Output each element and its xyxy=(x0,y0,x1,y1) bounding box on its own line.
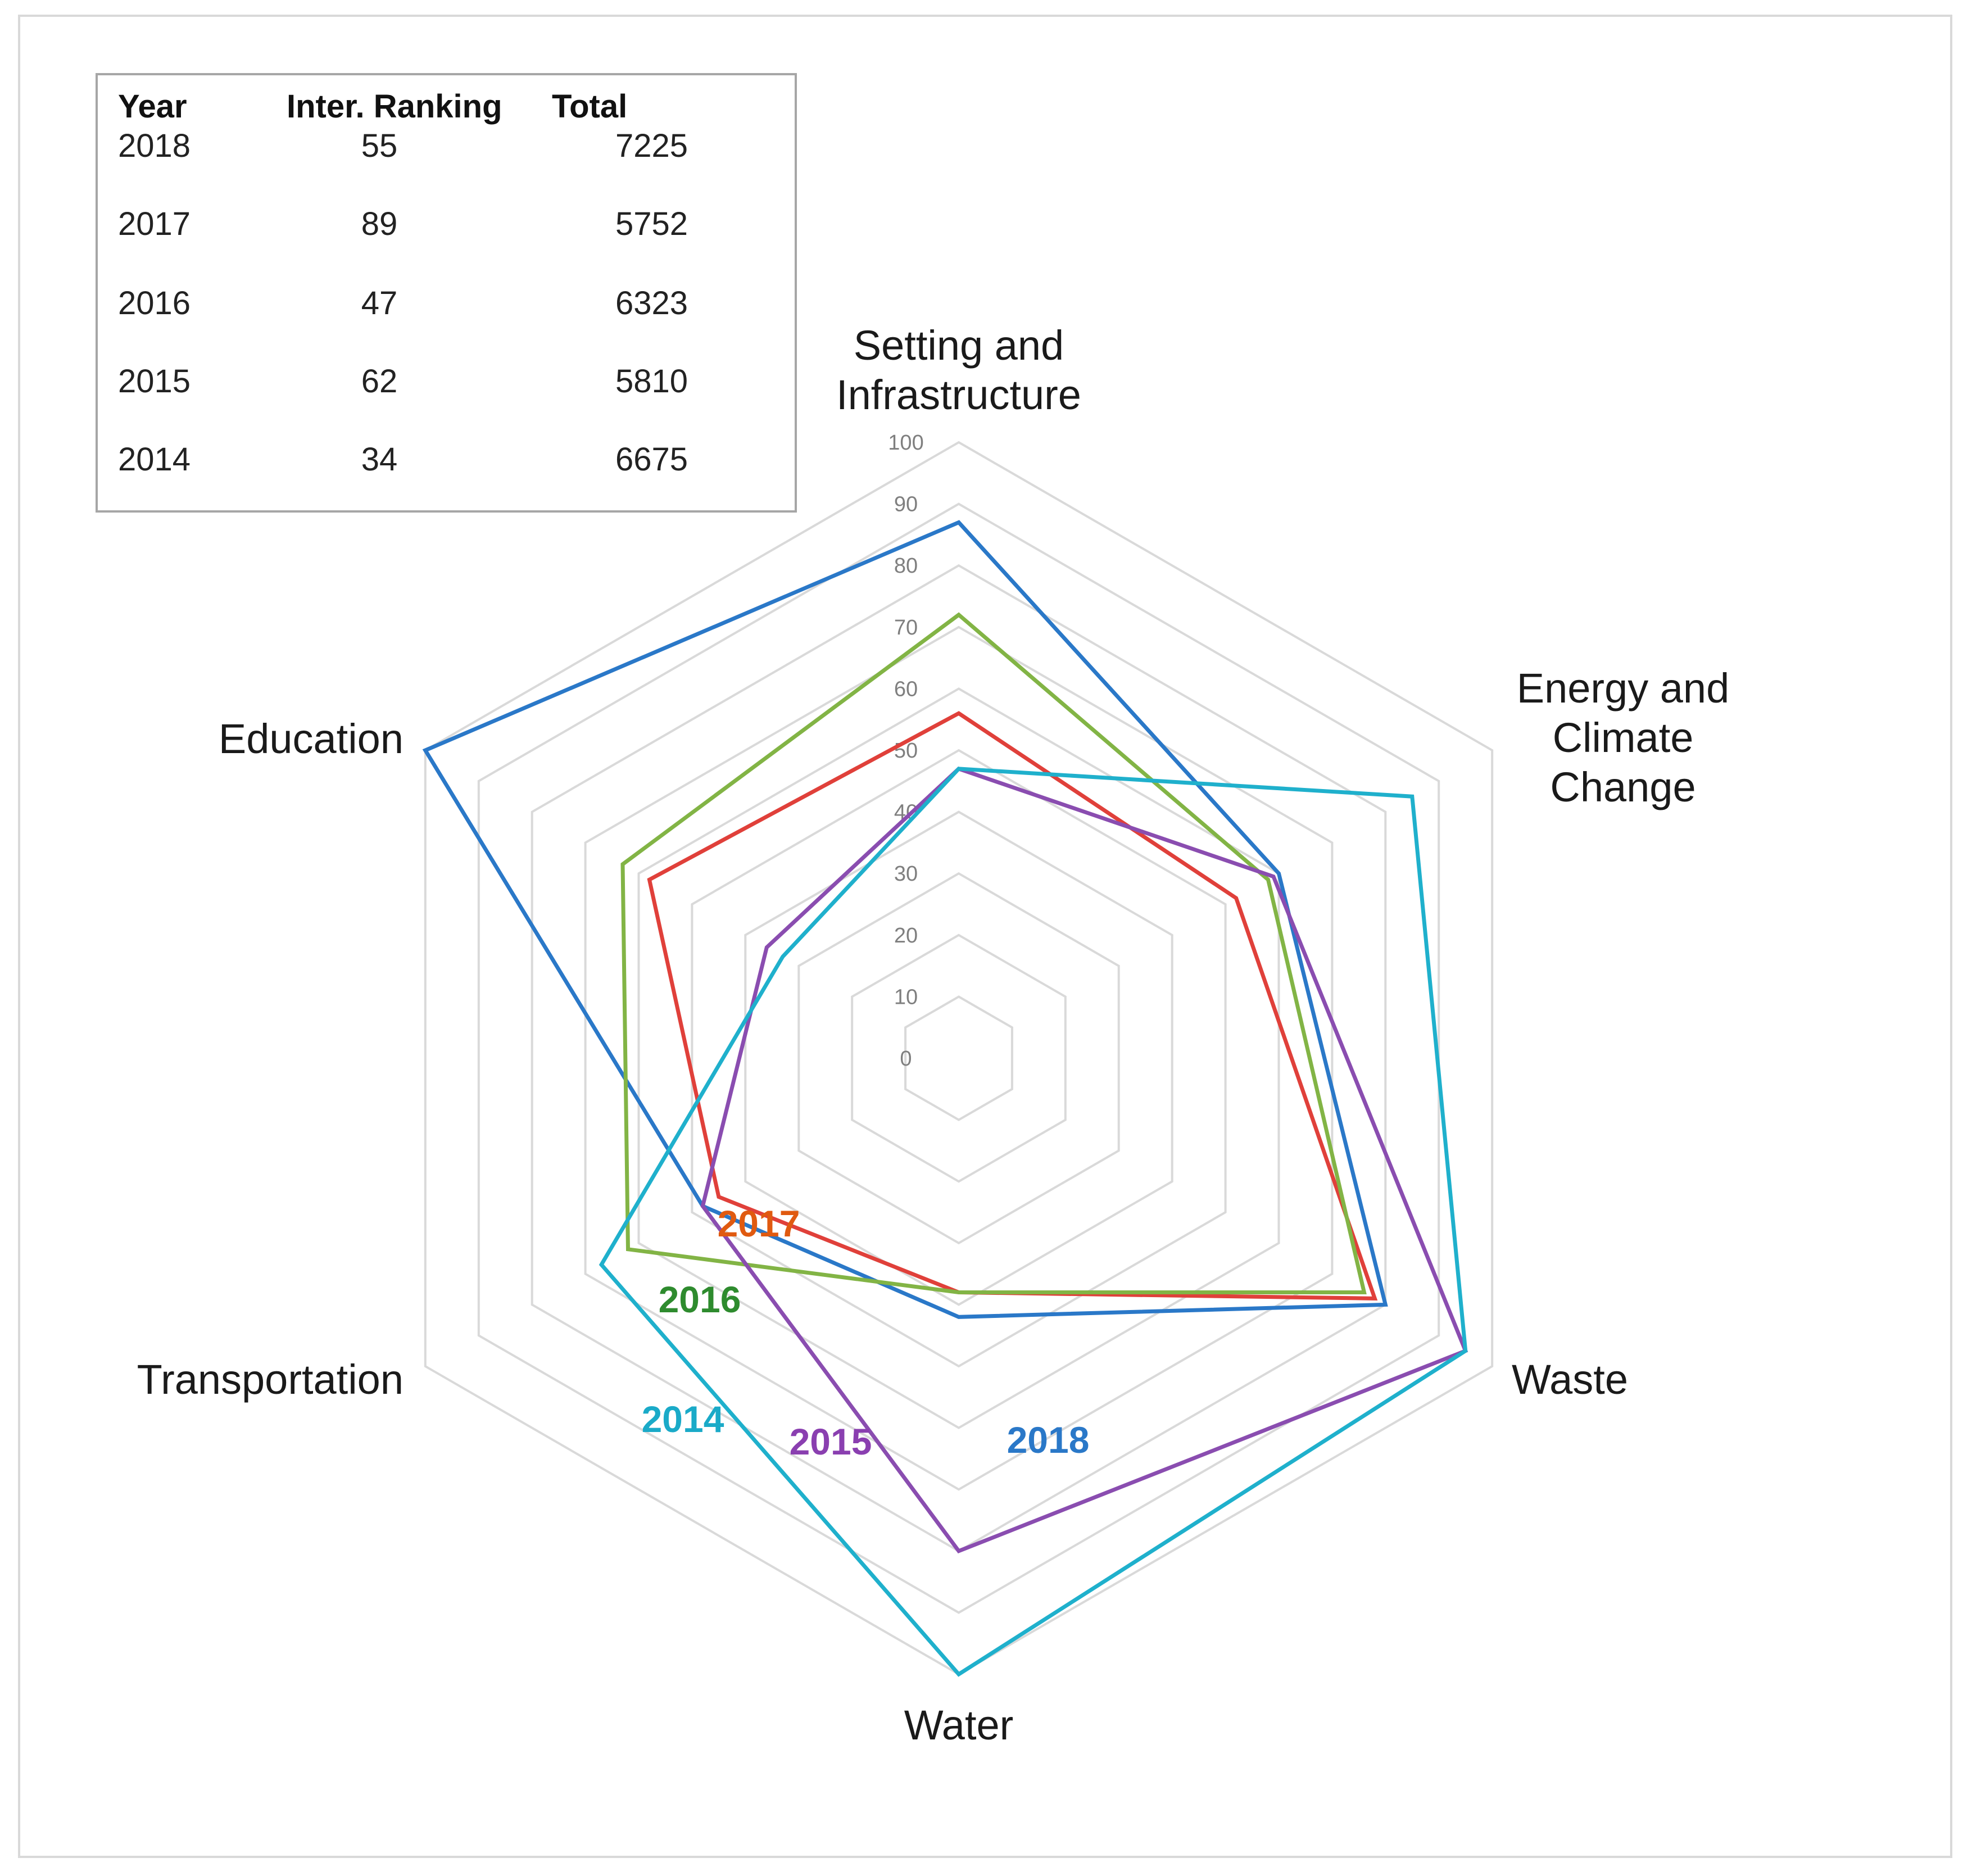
row-total: 7225 xyxy=(615,128,688,164)
figure-frame xyxy=(18,15,1952,1858)
grid-ring xyxy=(691,749,1227,1368)
row-year: 2017 xyxy=(118,206,191,242)
series-label-2018: 2018 xyxy=(1007,1419,1090,1461)
grid-ring xyxy=(851,934,1067,1183)
tick-label: 20 xyxy=(894,924,918,948)
tick-label: 60 xyxy=(894,677,918,701)
header-year: Year xyxy=(118,88,187,125)
grid-ring xyxy=(904,995,1013,1121)
table-row: 2014 34 6675 xyxy=(98,441,795,480)
table-header-row: Year Inter. Ranking Total xyxy=(98,88,795,127)
series-line-2014 xyxy=(599,767,1468,1677)
row-total: 5810 xyxy=(615,363,688,400)
table-row: 2017 89 5752 xyxy=(98,205,795,244)
header-inter-ranking: Inter. Ranking xyxy=(287,88,502,125)
category-label: Setting and Infrastructure xyxy=(836,322,1081,418)
row-total: 5752 xyxy=(615,206,688,242)
tick-label: 0 xyxy=(900,1047,912,1071)
category-labels: Setting and Infrastructure Energy and Clima… xyxy=(137,322,1730,1748)
radar-grid xyxy=(424,441,1494,1676)
ranking-summary-table: Year Inter. Ranking Total 2018 55 7225 2… xyxy=(96,73,797,513)
category-label: Education xyxy=(219,715,404,762)
category-label: Waste xyxy=(1512,1356,1628,1403)
category-label: Transportation xyxy=(137,1356,404,1403)
series-line-2016 xyxy=(620,612,1367,1294)
series-label-2015: 2015 xyxy=(790,1421,872,1462)
table-row: 2015 62 5810 xyxy=(98,362,795,402)
row-rank: 47 xyxy=(361,285,398,321)
row-total: 6323 xyxy=(615,285,688,321)
series-label-2014: 2014 xyxy=(642,1398,724,1440)
grid-ring xyxy=(477,502,1440,1614)
series-labels: 2017 2016 2014 2015 2018 xyxy=(642,1203,1090,1462)
table-row: 2016 47 6323 xyxy=(98,284,795,324)
series-line-2018 xyxy=(422,520,1388,1319)
table-row: 2018 55 7225 xyxy=(98,127,795,166)
tick-label: 70 xyxy=(894,616,918,640)
category-label: Water xyxy=(904,1702,1014,1748)
tick-label: 90 xyxy=(894,493,918,516)
row-year: 2016 xyxy=(118,285,191,321)
tick-label: 10 xyxy=(894,985,918,1009)
series-label-2017: 2017 xyxy=(718,1203,800,1244)
grid-ring xyxy=(797,872,1120,1245)
tick-label: 30 xyxy=(894,862,918,886)
row-year: 2014 xyxy=(118,441,191,478)
row-rank: 34 xyxy=(361,441,398,478)
series-line-2015 xyxy=(700,766,1468,1554)
radar-series xyxy=(422,520,1468,1677)
tick-label: 80 xyxy=(894,554,918,578)
series-label-2016: 2016 xyxy=(659,1279,741,1320)
header-total: Total xyxy=(552,88,628,125)
row-rank: 55 xyxy=(361,128,398,164)
row-rank: 62 xyxy=(361,363,398,400)
category-label: Energy and Climate Change xyxy=(1517,665,1730,810)
grid-ring xyxy=(744,810,1173,1306)
row-year: 2015 xyxy=(118,363,191,400)
row-rank: 89 xyxy=(361,206,398,242)
row-year: 2018 xyxy=(118,128,191,164)
tick-label: 100 xyxy=(888,431,923,455)
grid-ring xyxy=(584,626,1334,1491)
row-total: 6675 xyxy=(615,441,688,478)
